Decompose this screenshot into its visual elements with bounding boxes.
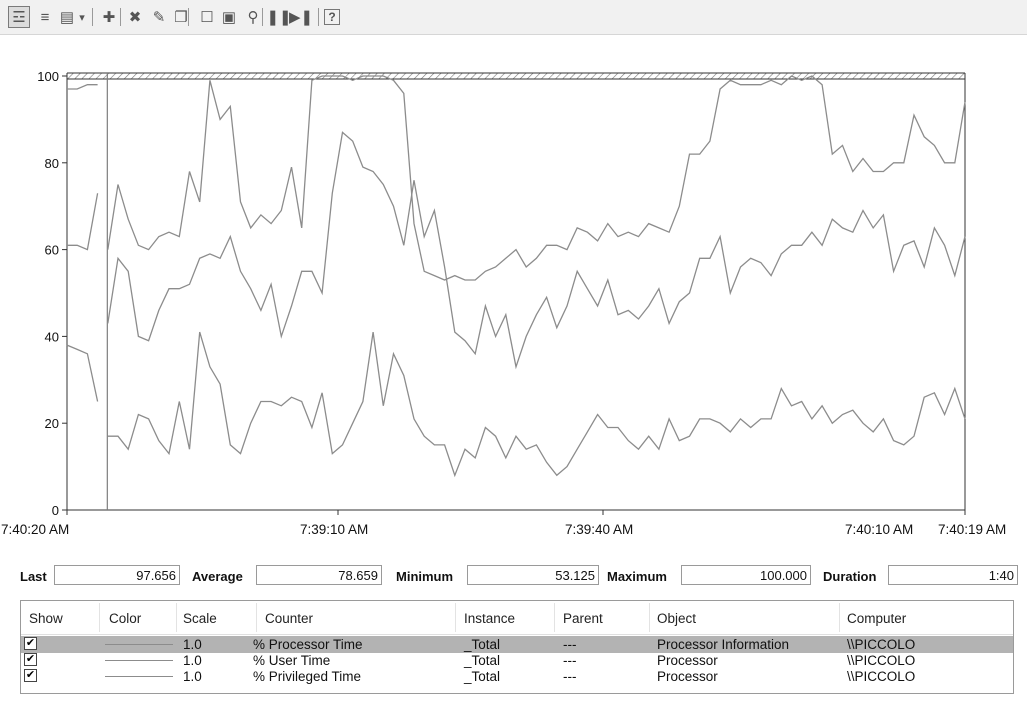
help-icon[interactable]: ?: [324, 9, 340, 25]
counter-list-header: Show Color Scale Counter Instance Parent…: [21, 601, 1013, 635]
cell-object: Processor: [657, 669, 718, 684]
zoom-icon[interactable]: ⚲: [247, 9, 259, 26]
color-swatch: [105, 660, 173, 661]
header-scale[interactable]: Scale: [183, 611, 217, 626]
cell-instance: _Total: [464, 637, 501, 652]
show-checkbox[interactable]: ✔: [24, 653, 37, 666]
x-tick-label: 7:40:10 AM: [845, 522, 913, 537]
series-line-1: [107, 131, 966, 370]
series-line-2: [107, 331, 966, 478]
y-tick-label: 40: [45, 329, 59, 344]
x-tick-label: 7:39:40 AM: [565, 522, 633, 537]
cell-computer: \\PICCOLO: [847, 637, 916, 652]
add-counter-icon[interactable]: ✚: [102, 9, 116, 26]
x-tick-label: 7:39:10 AM: [300, 522, 368, 537]
performance-graph: 0 20 40 60 80 100 7:40:20 AM 7:39:10 AM 7:39:40 …: [1, 69, 1006, 537]
stats-bar: Last 97.656 Average 78.659 Minimum 53.12…: [0, 563, 1027, 591]
color-swatch: [105, 644, 173, 645]
cell-counter: % Processor Time: [253, 637, 363, 652]
toolbar-separator: [92, 8, 93, 26]
maximum-value: 100.000: [681, 565, 811, 585]
cell-object: Processor: [657, 653, 718, 668]
duration-value: 1:40: [888, 565, 1018, 585]
cell-computer: \\PICCOLO: [847, 653, 916, 668]
last-label: Last: [20, 569, 47, 584]
toolbar: ☲ ≡ ▤ ▾ ✚ ✖ ✎ ❐ ☐ ▣ ⚲ ❚❚ ▶❚?: [0, 0, 1027, 35]
cell-parent: ---: [563, 653, 577, 668]
header-computer[interactable]: Computer: [847, 611, 907, 626]
counter-list: Show Color Scale Counter Instance Parent…: [20, 600, 1014, 694]
paste-counter-list-icon[interactable]: ☐: [200, 9, 214, 26]
y-tick-label: 0: [52, 503, 59, 518]
y-tick-label: 100: [37, 69, 59, 84]
toolbar-separator: [120, 8, 121, 26]
cell-counter: % Privileged Time: [253, 669, 362, 684]
series-line-0: [107, 75, 966, 281]
cell-instance: _Total: [464, 669, 501, 684]
y-tick-label: 60: [45, 243, 59, 258]
header-instance[interactable]: Instance: [464, 611, 516, 626]
update-data-icon[interactable]: ▶❚: [288, 9, 314, 26]
header-counter[interactable]: Counter: [265, 611, 314, 626]
counter-row[interactable]: ✔ 1.0 % User Time _Total --- Processor \\PICCO…: [21, 652, 1013, 669]
maximum-band: [67, 73, 965, 79]
copy-properties-icon[interactable]: ❐: [174, 9, 188, 26]
y-tick-label: 80: [45, 156, 59, 171]
properties-icon[interactable]: ▣: [221, 9, 237, 26]
y-tick-label: 20: [45, 416, 59, 431]
toolbar-separator: [262, 8, 263, 26]
dropdown-arrow-icon[interactable]: ▾: [79, 11, 85, 24]
cell-instance: _Total: [464, 653, 501, 668]
average-label: Average: [192, 569, 243, 584]
cell-scale: 1.0: [183, 669, 202, 684]
cell-parent: ---: [563, 669, 577, 684]
x-tick-label: 7:40:20 AM: [1, 522, 69, 537]
series-line-1-old: [67, 193, 99, 251]
cell-object: Processor Information: [657, 637, 790, 652]
series-line-0-old: [67, 84, 98, 90]
x-tick-label: 7:40:19 AM: [938, 522, 1006, 537]
cell-parent: ---: [563, 637, 577, 652]
show-checkbox[interactable]: ✔: [24, 669, 37, 682]
header-color[interactable]: Color: [109, 611, 142, 626]
cell-scale: 1.0: [183, 653, 202, 668]
cell-scale: 1.0: [183, 637, 202, 652]
toolbar-separator: [318, 8, 319, 26]
view-graph-icon[interactable]: ☲: [8, 6, 30, 28]
maximum-label: Maximum: [607, 569, 667, 584]
counter-row[interactable]: ✔ 1.0 % Privileged Time _Total --- Processor \…: [21, 668, 1013, 685]
header-parent[interactable]: Parent: [563, 611, 603, 626]
last-value: 97.656: [54, 565, 180, 585]
view-histogram-icon[interactable]: ≡: [40, 8, 50, 26]
counter-row[interactable]: ✔ 1.0 % Processor Time _Total --- Processor I…: [21, 636, 1013, 653]
header-show[interactable]: Show: [29, 611, 63, 626]
toolbar-separator: [188, 8, 189, 26]
change-graph-type-icon[interactable]: ▤: [59, 9, 75, 26]
minimum-value: 53.125: [467, 565, 599, 585]
freeze-display-icon[interactable]: ❚❚: [266, 9, 292, 26]
series-line-2-old: [66, 344, 99, 402]
show-checkbox[interactable]: ✔: [24, 637, 37, 650]
average-value: 78.659: [256, 565, 382, 585]
minimum-label: Minimum: [396, 569, 454, 584]
duration-label: Duration: [823, 569, 877, 584]
highlight-icon[interactable]: ✎: [152, 9, 166, 26]
delete-counter-icon[interactable]: ✖: [128, 9, 142, 26]
cell-computer: \\PICCOLO: [847, 669, 916, 684]
cell-counter: % User Time: [253, 653, 331, 668]
header-object[interactable]: Object: [657, 611, 697, 626]
color-swatch: [105, 676, 173, 677]
